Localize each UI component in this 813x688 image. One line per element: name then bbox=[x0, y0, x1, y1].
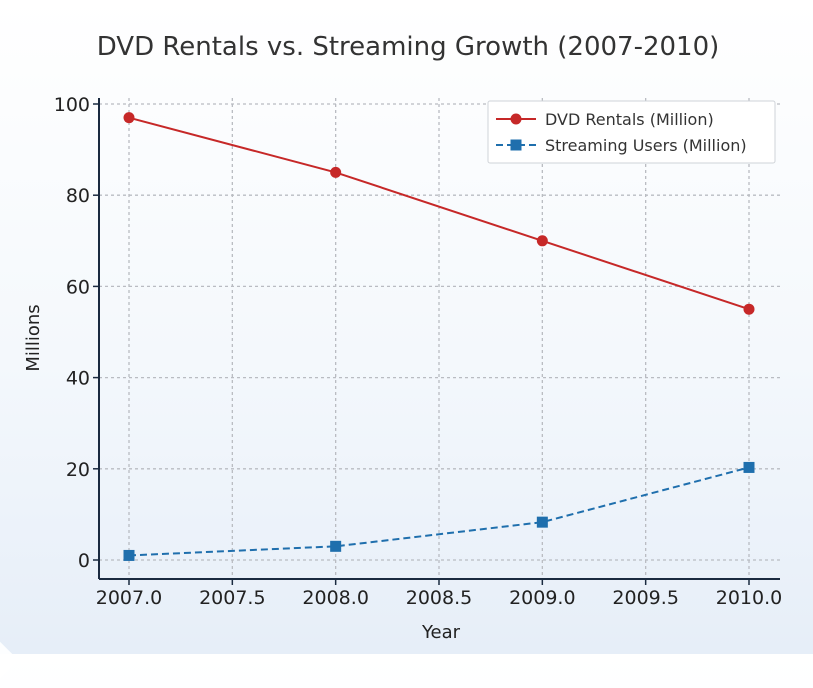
x-tick-label: 2009.0 bbox=[509, 587, 575, 609]
data-point bbox=[743, 461, 755, 473]
x-tick-label: 2010.0 bbox=[716, 587, 782, 609]
series-line-1 bbox=[128, 116, 750, 311]
y-tick-label: 40 bbox=[66, 368, 90, 390]
legend-marker bbox=[510, 113, 522, 125]
data-point bbox=[123, 549, 135, 561]
grid-lines bbox=[99, 98, 780, 579]
chart-title: DVD Rentals vs. Streaming Growth (2007-2… bbox=[97, 32, 720, 62]
y-axis-title: Millions bbox=[23, 304, 44, 371]
legend-label: Streaming Users (Million) bbox=[545, 136, 747, 155]
x-axis-title: Year bbox=[421, 622, 461, 643]
x-tick-label: 2008.5 bbox=[406, 587, 472, 609]
data-point bbox=[743, 303, 755, 315]
y-tick-label: 0 bbox=[78, 550, 90, 572]
legend-box bbox=[487, 100, 776, 164]
data-point bbox=[330, 540, 342, 552]
x-tick-label: 2007.5 bbox=[199, 587, 265, 609]
y-tick-label: 80 bbox=[66, 185, 90, 207]
data-point bbox=[123, 112, 135, 124]
data-point bbox=[536, 235, 548, 247]
data-point bbox=[536, 516, 548, 528]
y-tick-label: 100 bbox=[54, 94, 90, 116]
series-line-2 bbox=[128, 466, 750, 557]
data-point bbox=[330, 166, 342, 178]
legend: DVD Rentals (Million) Streaming Users (Mi… bbox=[487, 100, 776, 164]
y-tick-label: 20 bbox=[66, 459, 90, 481]
legend-label: DVD Rentals (Million) bbox=[545, 110, 714, 129]
line-chart: DVD Rentals vs. Streaming Growth (2007-2… bbox=[23, 32, 783, 643]
tick-labels: 2007.0 2007.5 2008.0 2008.5 2009.0 2009.5 2010… bbox=[54, 94, 783, 609]
data-series bbox=[123, 112, 755, 561]
y-tick-label: 60 bbox=[66, 276, 90, 298]
x-tick-label: 2008.0 bbox=[302, 587, 368, 609]
x-tick-label: 2009.5 bbox=[612, 587, 678, 609]
x-tick-label: 2007.0 bbox=[96, 587, 162, 609]
legend-marker bbox=[510, 139, 522, 151]
